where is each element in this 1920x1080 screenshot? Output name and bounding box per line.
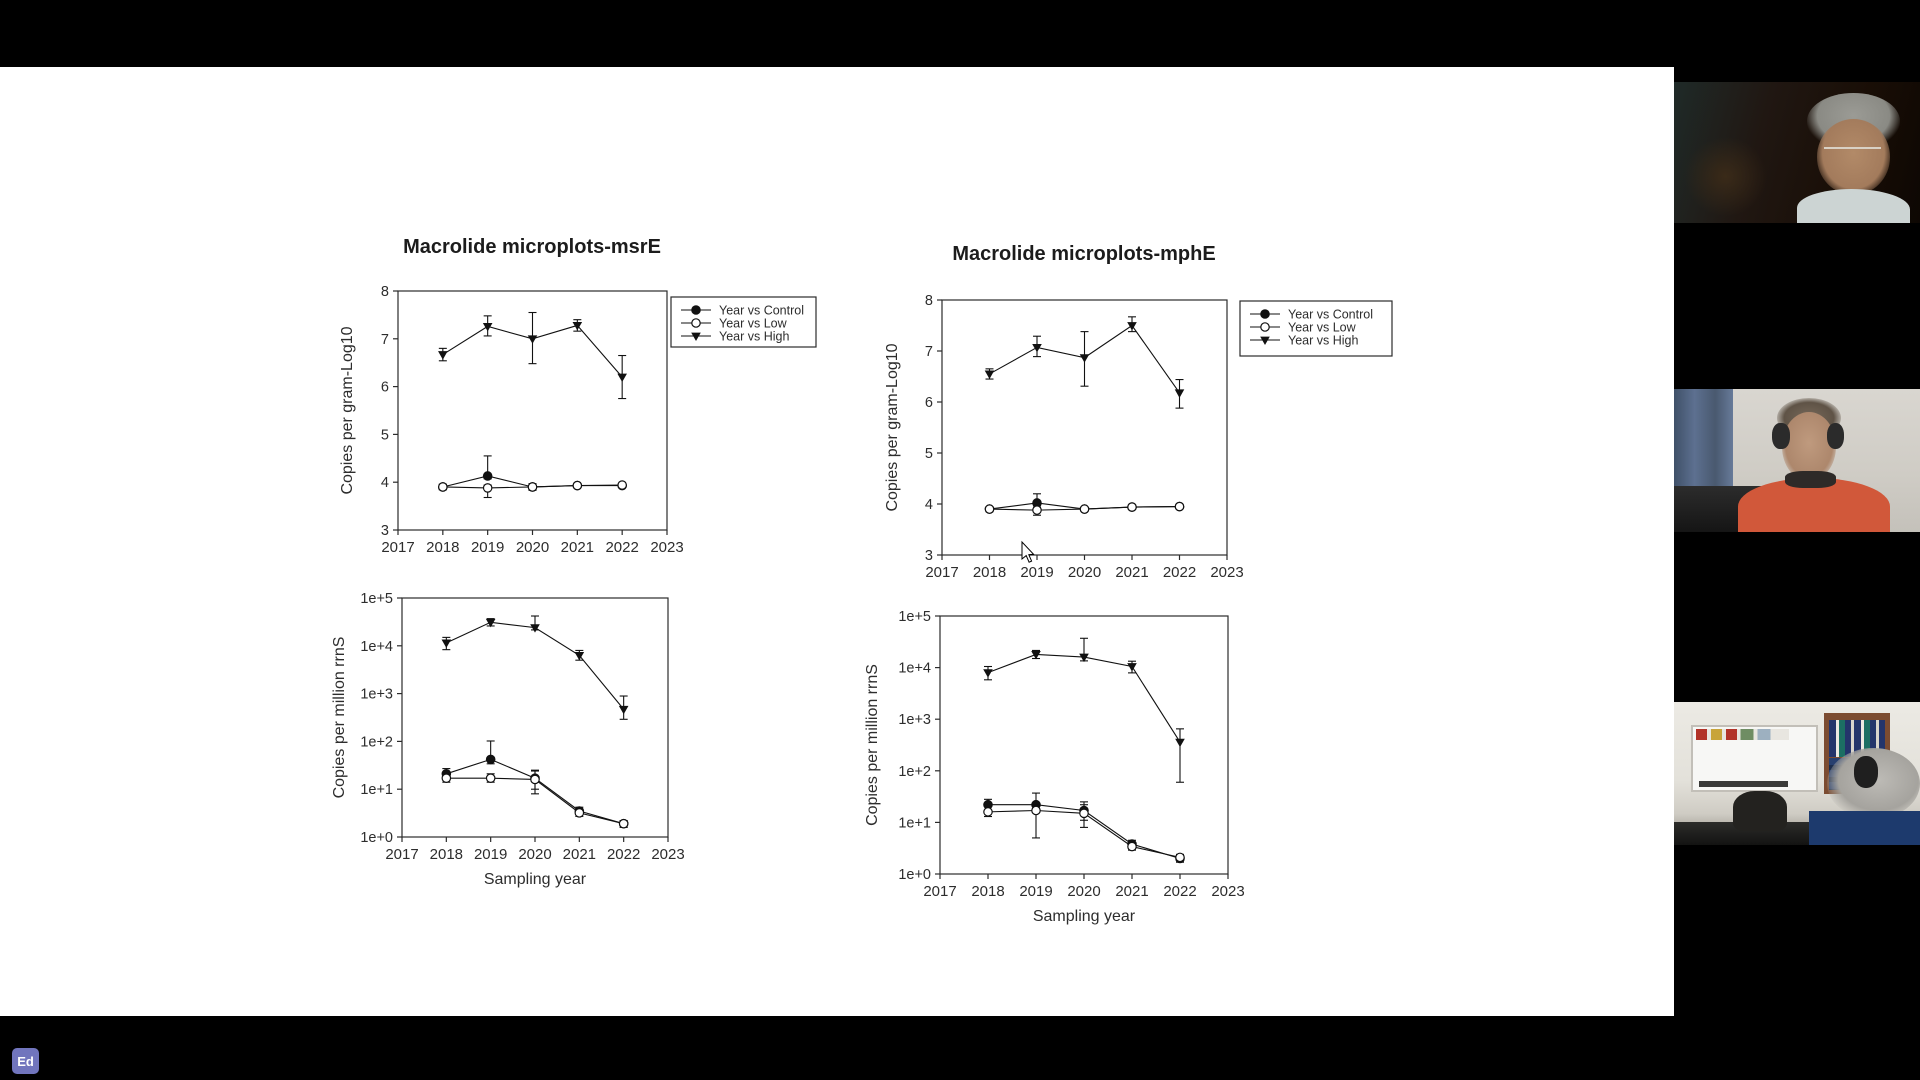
- video-background: [1683, 135, 1768, 218]
- video-person-shirt: [1797, 189, 1911, 223]
- participant-video-marie-anne[interactable]: [1674, 389, 1920, 532]
- video-person-glasses: [1824, 146, 1881, 149]
- participants-sidebar: Ed marie-anne V: [1674, 0, 1920, 1080]
- participant-video-ed[interactable]: [1674, 82, 1920, 223]
- video-bag: [1733, 790, 1788, 831]
- video-whiteboard-magnets: [1695, 729, 1790, 741]
- video-person-scarf: [1784, 470, 1837, 488]
- video-whiteboard-tray: [1699, 780, 1788, 787]
- video-person: [1809, 810, 1920, 845]
- participant-video-valerie[interactable]: [1674, 702, 1920, 845]
- video-person-face: [1816, 118, 1891, 195]
- video-person-face: [1782, 411, 1837, 481]
- video-person-headset: [1826, 423, 1844, 450]
- video-person-headphone: [1853, 756, 1879, 788]
- self-name-badge: Ed: [12, 1048, 39, 1074]
- video-person-headset: [1772, 423, 1790, 450]
- video-whiteboard: [1691, 724, 1819, 792]
- shared-screen-slide: [0, 67, 1674, 1016]
- video-background: [1674, 389, 1734, 504]
